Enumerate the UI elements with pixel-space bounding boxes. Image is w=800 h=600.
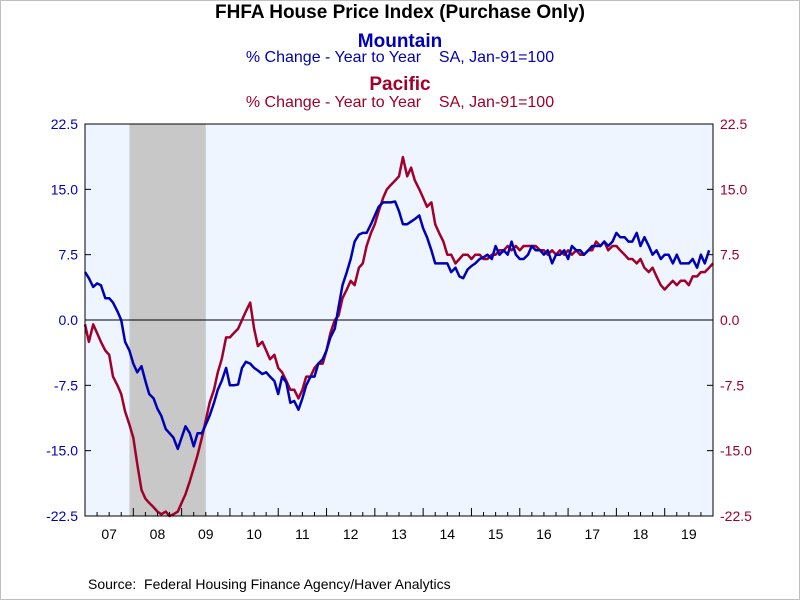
- y-tick-label-left: 0.0: [59, 312, 79, 328]
- y-tick-label-left: 22.5: [51, 116, 78, 132]
- y-tick-label-right: -22.5: [720, 508, 752, 524]
- x-tick-label: 13: [391, 526, 407, 542]
- y-tick-label-left: -15.0: [46, 443, 78, 459]
- series-name-mountain: Mountain: [357, 31, 443, 52]
- x-tick-label: 08: [150, 526, 166, 542]
- x-tick-label: 10: [246, 526, 262, 542]
- x-tick-label: 14: [440, 526, 456, 542]
- chart-title: FHFA House Price Index (Purchase Only): [215, 2, 585, 23]
- x-tick-label: 15: [488, 526, 504, 542]
- series-line-mountain: [83, 200, 711, 451]
- x-tick-label: 19: [681, 526, 697, 542]
- x-tick-label: 07: [101, 526, 117, 542]
- y-tick-label-left: -22.5: [46, 508, 78, 524]
- y-tick-label-right: 22.5: [720, 116, 747, 132]
- y-tick-label-right: -15.0: [720, 443, 752, 459]
- series-name-pacific: Pacific: [369, 74, 431, 95]
- series-line-pacific: [83, 155, 714, 518]
- y-tick-label-right: -7.5: [720, 377, 744, 393]
- x-tick-label: 12: [343, 526, 359, 542]
- series-subtitle-mountain: % Change - Year to Year SA, Jan-91=100: [245, 49, 555, 66]
- y-tick-label-right: 0.0: [720, 312, 740, 328]
- x-tick-label: 18: [633, 526, 649, 542]
- x-tick-label: 11: [295, 526, 310, 542]
- y-tick-label-right: 7.5: [720, 247, 740, 263]
- x-tick-label: 16: [536, 526, 552, 542]
- y-tick-label-right: 15.0: [720, 181, 747, 197]
- series-subtitle-pacific: % Change - Year to Year SA, Jan-91=100: [245, 94, 555, 111]
- y-tick-label-left: 15.0: [51, 181, 78, 197]
- x-tick-label: 09: [198, 526, 214, 542]
- y-tick-label-left: 7.5: [59, 247, 79, 263]
- x-tick-label: 17: [584, 526, 600, 542]
- source-note: Source: Federal Housing Finance Agency/H…: [88, 576, 451, 592]
- y-tick-label-left: -7.5: [54, 377, 78, 393]
